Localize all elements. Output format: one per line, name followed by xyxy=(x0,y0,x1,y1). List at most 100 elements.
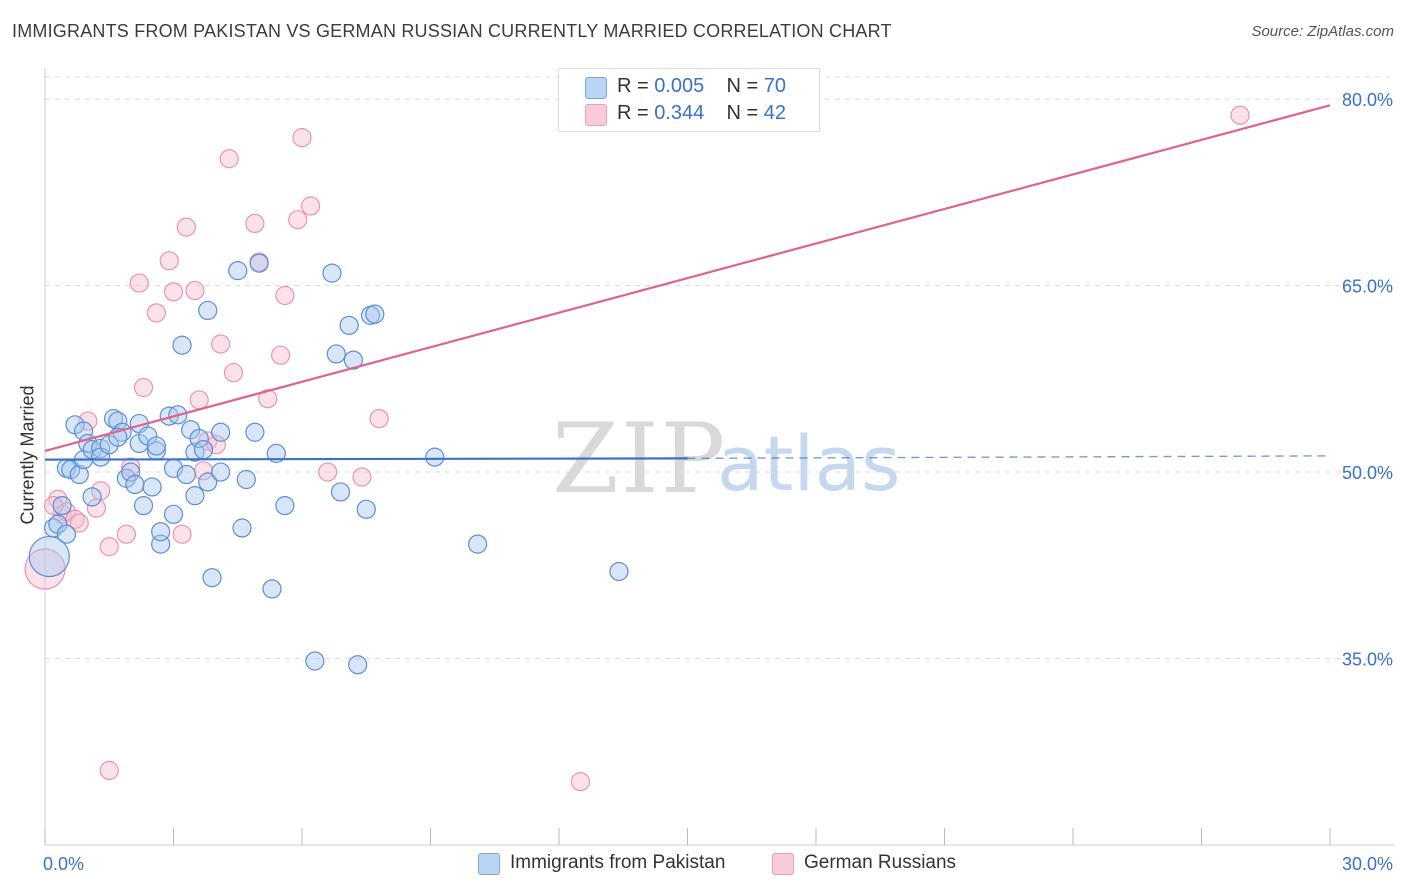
german-russians-points xyxy=(24,105,1250,792)
data-point-german-russians xyxy=(78,411,98,431)
r-value-pink: 0.344 xyxy=(654,102,705,124)
y-tick-label: 50.0% xyxy=(1342,463,1393,483)
trend-line-pakistan-extension xyxy=(687,455,1331,460)
n-value-pink: 42 xyxy=(763,102,787,124)
pink-swatch-icon xyxy=(585,104,607,126)
data-point-german-russians xyxy=(129,273,149,293)
data-point-pakistan xyxy=(151,522,171,542)
data-point-pakistan xyxy=(125,474,145,495)
data-point-pakistan xyxy=(339,315,359,335)
trend-line-german-russians xyxy=(44,104,1331,452)
data-point-pakistan xyxy=(245,422,265,442)
data-point-german-russians xyxy=(163,282,184,302)
data-point-pakistan xyxy=(202,568,222,588)
data-point-pakistan xyxy=(343,350,363,370)
data-point-german-russians xyxy=(352,467,372,487)
data-point-german-russians xyxy=(292,128,312,148)
data-point-german-russians xyxy=(146,303,166,323)
data-point-pakistan xyxy=(356,499,376,519)
data-point-pakistan xyxy=(69,464,89,485)
tick-labels: 35.0% 50.0% 65.0% 80.0% 0.0% 30.0% xyxy=(43,90,1393,874)
data-point-german-russians xyxy=(219,149,239,169)
data-point-pakistan xyxy=(121,462,141,482)
data-point-pakistan xyxy=(211,462,231,482)
legend-label-pakistan: Immigrants from Pakistan xyxy=(510,852,726,873)
data-point-pakistan xyxy=(198,300,218,321)
data-point-german-russians xyxy=(211,334,231,354)
data-point-german-russians xyxy=(369,408,389,429)
data-point-pakistan xyxy=(266,443,286,463)
chart-title: IMMIGRANTS FROM PAKISTAN VS GERMAN RUSSI… xyxy=(12,21,892,41)
data-point-german-russians xyxy=(69,513,89,533)
data-point-german-russians xyxy=(172,524,192,544)
trend-lines xyxy=(44,104,1331,461)
data-point-pakistan xyxy=(108,411,128,431)
data-point-german-russians xyxy=(223,362,244,383)
data-point-pakistan xyxy=(211,422,231,442)
data-point-german-russians xyxy=(176,217,196,237)
n-label-pink: N = xyxy=(726,102,759,124)
data-point-pakistan xyxy=(193,440,214,460)
data-point-pakistan xyxy=(82,487,102,507)
data-point-pakistan xyxy=(232,518,252,538)
data-point-german-russians xyxy=(133,377,154,398)
data-point-pakistan xyxy=(133,496,154,516)
data-point-pakistan xyxy=(176,464,196,485)
data-point-pakistan xyxy=(52,496,72,516)
data-point-pakistan xyxy=(425,447,445,467)
trend-line-pakistan xyxy=(44,457,688,461)
data-point-pakistan xyxy=(28,535,70,578)
data-point-pakistan xyxy=(185,486,205,506)
data-point-pakistan xyxy=(468,534,488,554)
watermark-atlas: atlas xyxy=(717,419,901,508)
data-point-pakistan xyxy=(322,263,342,283)
data-point-german-russians xyxy=(159,251,179,271)
data-point-pakistan xyxy=(275,496,295,516)
grid-layer xyxy=(45,76,1395,660)
data-point-pakistan xyxy=(305,651,325,671)
y-tick-label: 65.0% xyxy=(1342,277,1393,297)
n-label-blue: N = xyxy=(726,75,759,97)
data-point-german-russians xyxy=(185,280,205,301)
data-point-german-russians xyxy=(318,462,338,482)
data-point-german-russians xyxy=(1230,105,1250,125)
data-point-german-russians xyxy=(99,760,119,781)
data-point-pakistan xyxy=(163,504,184,524)
source-label: Source: ZipAtlas.com xyxy=(1251,23,1394,40)
n-value-blue: 70 xyxy=(763,75,787,97)
pink-legend-swatch-icon xyxy=(772,853,794,875)
data-point-pakistan xyxy=(365,304,385,324)
y-tick-label: 35.0% xyxy=(1342,650,1393,670)
data-point-pakistan xyxy=(146,436,166,456)
data-point-german-russians xyxy=(258,389,278,409)
data-point-pakistan xyxy=(609,561,629,582)
data-point-german-russians xyxy=(99,537,119,557)
data-point-pakistan xyxy=(189,428,209,449)
stats-legend: R = 0.005 N = 70 R = 0.344 N = 42 xyxy=(558,68,820,132)
data-point-pakistan xyxy=(249,253,269,273)
blue-legend-swatch-icon xyxy=(478,853,500,875)
y-axis-label: Currently Married xyxy=(17,385,38,525)
data-point-german-russians xyxy=(275,285,295,306)
data-point-pakistan xyxy=(142,477,162,497)
axis-layer xyxy=(44,68,1395,846)
data-point-german-russians xyxy=(116,524,136,544)
data-point-german-russians xyxy=(206,435,226,455)
data-point-pakistan xyxy=(228,261,248,281)
data-point-german-russians xyxy=(245,213,265,233)
legend-label-german-russians: German Russians xyxy=(804,852,957,873)
blue-swatch-icon xyxy=(585,77,607,99)
data-point-pakistan xyxy=(348,655,368,675)
x-tick-label: 30.0% xyxy=(1342,854,1393,874)
data-point-pakistan xyxy=(56,524,77,544)
data-point-pakistan xyxy=(198,472,218,492)
y-tick-label: 80.0% xyxy=(1342,90,1393,110)
data-point-pakistan xyxy=(262,579,282,599)
data-point-german-russians xyxy=(288,210,308,230)
data-point-german-russians xyxy=(189,390,209,410)
x-tick-label: 0.0% xyxy=(43,854,84,874)
data-point-german-russians xyxy=(570,771,591,792)
data-point-pakistan xyxy=(236,469,256,490)
data-point-german-russians xyxy=(270,345,291,365)
